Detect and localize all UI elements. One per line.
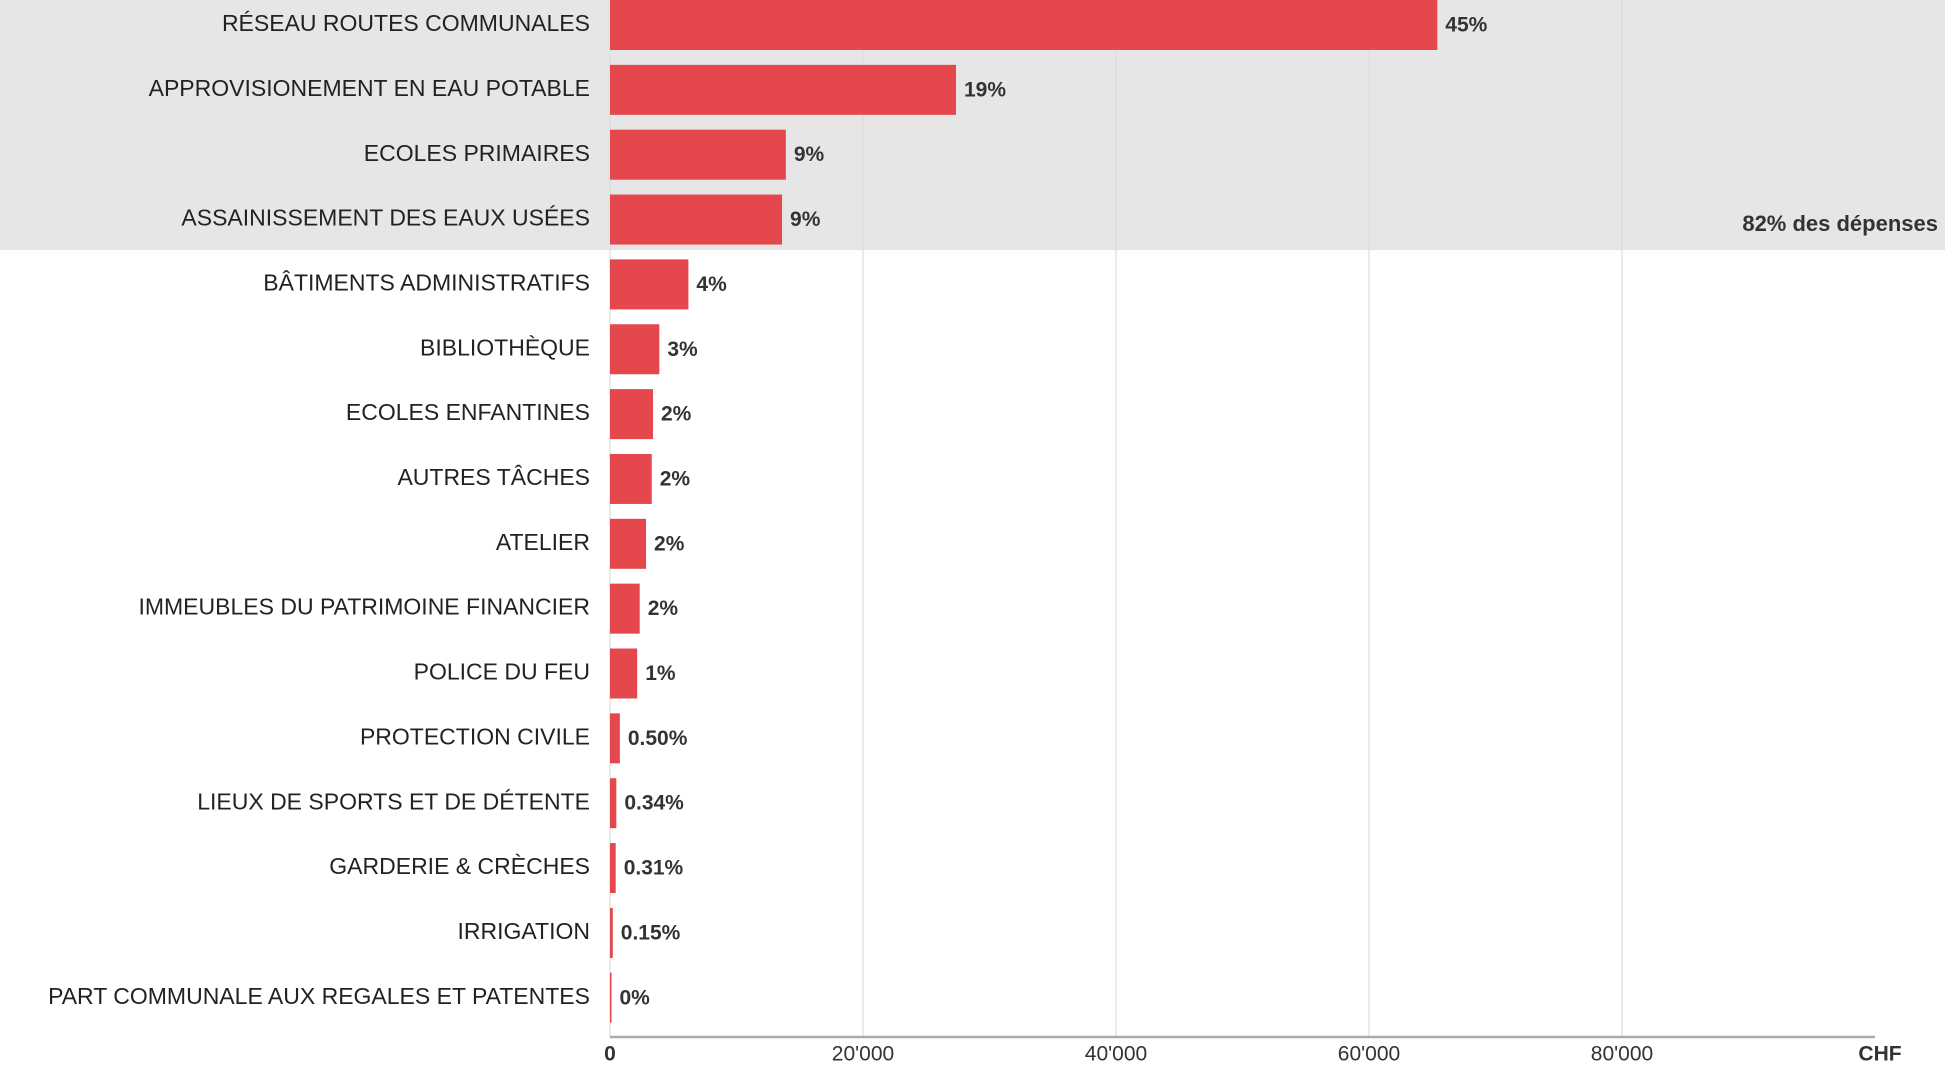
bar xyxy=(610,972,612,1023)
value-label: 2% xyxy=(648,597,679,620)
value-label: 0.34% xyxy=(624,792,684,815)
bar xyxy=(610,324,660,375)
bar xyxy=(610,648,638,699)
category-label: ECOLES ENFANTINES xyxy=(346,399,590,425)
bar xyxy=(610,713,620,764)
x-tick-label: 80'000 xyxy=(1591,1043,1653,1066)
bar xyxy=(610,389,654,440)
x-tick-label: 0 xyxy=(604,1043,616,1066)
value-label: 2% xyxy=(661,403,692,426)
bar xyxy=(610,843,616,894)
bar xyxy=(610,778,617,829)
category-label: POLICE DU FEU xyxy=(414,659,590,685)
value-label: 9% xyxy=(794,143,825,166)
category-label: BIBLIOTHÈQUE xyxy=(420,334,590,360)
bar xyxy=(610,583,640,634)
value-label: 45% xyxy=(1445,14,1487,37)
category-label: IRRIGATION xyxy=(458,918,590,944)
category-label: RÉSEAU ROUTES COMMUNALES xyxy=(222,10,590,36)
bar xyxy=(610,64,956,115)
category-label: BÂTIMENTS ADMINISTRATIFS xyxy=(263,269,590,295)
bar xyxy=(610,907,613,958)
bar xyxy=(610,129,786,180)
bar xyxy=(610,518,647,569)
bar xyxy=(610,0,1438,50)
bar xyxy=(610,453,652,504)
bar xyxy=(610,259,689,310)
category-label: APPROVISIONEMENT EN EAU POTABLE xyxy=(149,75,590,101)
value-label: 3% xyxy=(667,338,698,361)
x-axis-label: CHF xyxy=(1858,1043,1901,1066)
value-label: 0.50% xyxy=(628,727,688,750)
value-label: 2% xyxy=(654,532,685,555)
category-label: ASSAINISSEMENT DES EAUX USÉES xyxy=(181,205,590,231)
value-label: 0% xyxy=(620,986,651,1009)
category-label: GARDERIE & CRÈCHES xyxy=(329,853,590,879)
category-label: LIEUX DE SPORTS ET DE DÉTENTE xyxy=(197,788,590,814)
value-label: 1% xyxy=(645,662,676,685)
value-label: 2% xyxy=(660,467,691,490)
category-label: IMMEUBLES DU PATRIMOINE FINANCIER xyxy=(138,594,590,620)
value-label: 0.15% xyxy=(621,921,681,944)
category-label: ATELIER xyxy=(496,529,590,555)
x-tick-label: 20'000 xyxy=(832,1043,894,1066)
value-label: 19% xyxy=(964,78,1006,101)
category-label: PART COMMUNALE AUX REGALES ET PATENTES xyxy=(48,983,590,1009)
value-label: 0.31% xyxy=(624,857,684,880)
value-label: 4% xyxy=(696,273,727,296)
x-tick-label: 60'000 xyxy=(1338,1043,1400,1066)
value-label: 9% xyxy=(790,208,821,231)
category-label: PROTECTION CIVILE xyxy=(360,723,590,749)
category-label: AUTRES TÂCHES xyxy=(397,464,590,490)
highlight-label: 82% des dépenses xyxy=(1742,211,1938,236)
bar xyxy=(610,194,783,245)
x-tick-label: 40'000 xyxy=(1085,1043,1147,1066)
category-label: ECOLES PRIMAIRES xyxy=(364,140,590,166)
